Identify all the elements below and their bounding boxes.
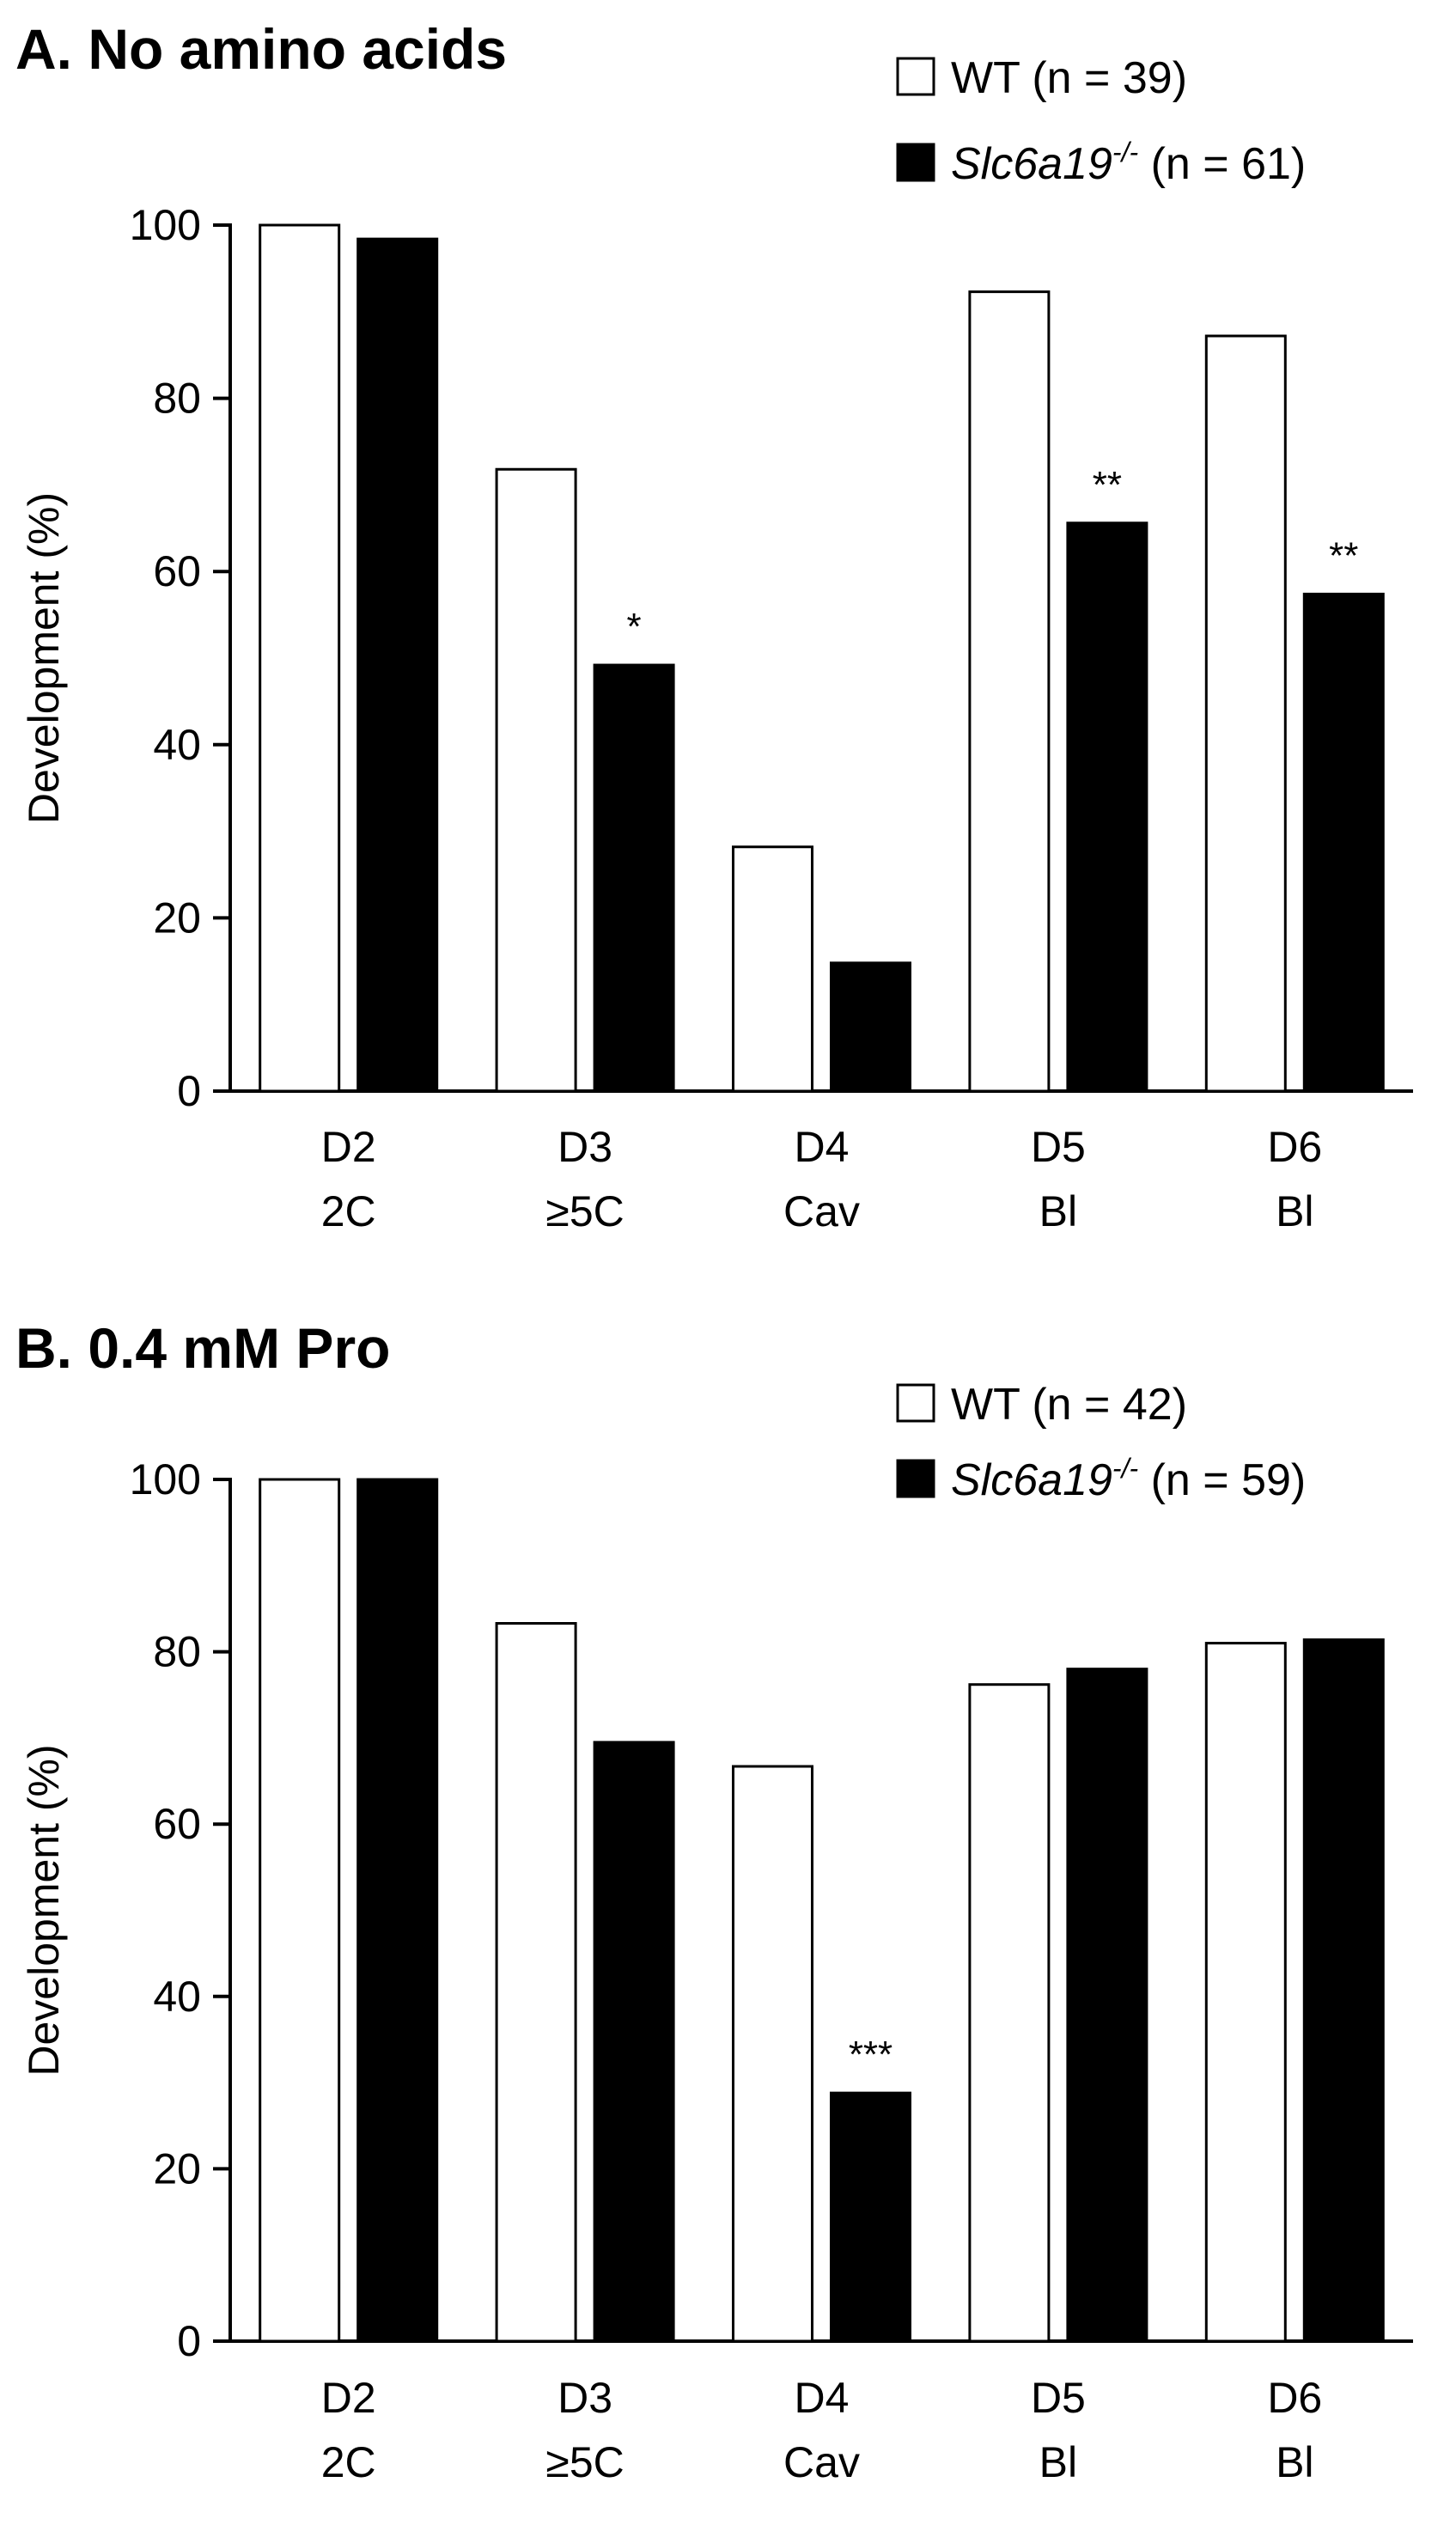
bar-ko-d6 [1302, 592, 1385, 1093]
bar-ko-d3 [593, 1741, 675, 2343]
y-tick-label: 40 [153, 721, 201, 769]
category-stage-label: ≥5C [545, 2438, 624, 2486]
legend-label-wt: WT (n = 42) [951, 1380, 1187, 1430]
y-tick-label: 60 [153, 547, 201, 595]
y-tick-label: 20 [153, 2144, 201, 2193]
legend-label-wt: WT (n = 39) [951, 53, 1187, 103]
legend-label-ko: Slc6a19-/- (n = 59) [951, 1453, 1306, 1505]
chart-title: A. No amino acids [15, 17, 507, 81]
category-day-label: D2 [321, 2374, 376, 2422]
significance-marker: *** [849, 2034, 892, 2076]
category-day-label: D6 [1267, 2374, 1322, 2422]
category-stage-label: Cav [783, 1187, 860, 1235]
category-day-label: D6 [1267, 1123, 1322, 1171]
y-tick-label: 80 [153, 1628, 201, 1676]
y-tick-label: 80 [153, 375, 201, 423]
bar-ko-d4 [830, 2091, 911, 2343]
category-stage-label: Bl [1276, 1187, 1313, 1235]
legend-label-ko: Slc6a19-/- (n = 61) [951, 137, 1306, 189]
bar-ko-d2 [356, 1478, 439, 2343]
significance-marker: ** [1093, 464, 1122, 506]
bar-wt-d4 [732, 845, 813, 1093]
legend-swatch-ko [896, 1459, 935, 1498]
bar-ko-d6 [1302, 1638, 1385, 2343]
category-stage-label: 2C [321, 1187, 376, 1235]
bar-wt-d2 [259, 223, 341, 1093]
bar-ko-d2 [356, 237, 439, 1093]
y-tick-label: 100 [130, 1455, 201, 1503]
category-day-label: D4 [795, 2374, 850, 2422]
category-day-label: D5 [1031, 2374, 1086, 2422]
y-axis-label: Development (%) [20, 1744, 68, 2076]
category-day-label: D5 [1031, 1123, 1086, 1171]
legend-swatch-wt [896, 57, 935, 96]
y-axis-label: Development (%) [20, 492, 68, 824]
category-stage-label: 2C [321, 2438, 376, 2486]
y-tick-label: 40 [153, 1973, 201, 2021]
bar-ko-d5 [1066, 521, 1148, 1093]
y-tick-label: 0 [177, 2317, 201, 2365]
bar-ko-d3 [593, 663, 675, 1093]
category-stage-label: Bl [1039, 1187, 1077, 1235]
category-stage-label: Cav [783, 2438, 860, 2486]
y-tick-label: 0 [177, 1067, 201, 1115]
category-day-label: D3 [557, 1123, 612, 1171]
chart-title: B. 0.4 mM Pro [15, 1316, 390, 1380]
y-tick-label: 60 [153, 1800, 201, 1848]
category-day-label: D4 [795, 1123, 850, 1171]
category-day-label: D3 [557, 2374, 612, 2422]
bar-wt-d2 [259, 1478, 341, 2343]
bar-wt-d5 [968, 1683, 1051, 2343]
category-stage-label: Bl [1276, 2438, 1313, 2486]
bar-wt-d5 [968, 290, 1051, 1093]
bar-wt-d6 [1204, 1642, 1287, 2343]
chart-panel-b: B. 0.4 mM Pro 0 20 40 60 80 100 Development (%)… [15, 1316, 1413, 2486]
y-tick-label: 20 [153, 894, 201, 942]
category-stage-label: Bl [1039, 2438, 1077, 2486]
bar-wt-d6 [1204, 334, 1287, 1093]
bar-ko-d5 [1066, 1668, 1148, 2343]
chart-panel-a: A. No amino acids 0 20 40 60 80 100 Development… [15, 17, 1413, 1235]
bar-wt-d3 [495, 467, 577, 1093]
bar-ko-d4 [830, 961, 911, 1093]
significance-marker: * [627, 606, 642, 648]
category-day-label: D2 [321, 1123, 376, 1171]
bar-wt-d3 [495, 1622, 577, 2343]
legend-swatch-wt [896, 1383, 935, 1423]
y-tick-label: 100 [130, 201, 201, 249]
category-stage-label: ≥5C [545, 1187, 624, 1235]
significance-marker: ** [1329, 534, 1358, 576]
bar-wt-d4 [732, 1765, 813, 2343]
legend-swatch-ko [896, 143, 935, 182]
